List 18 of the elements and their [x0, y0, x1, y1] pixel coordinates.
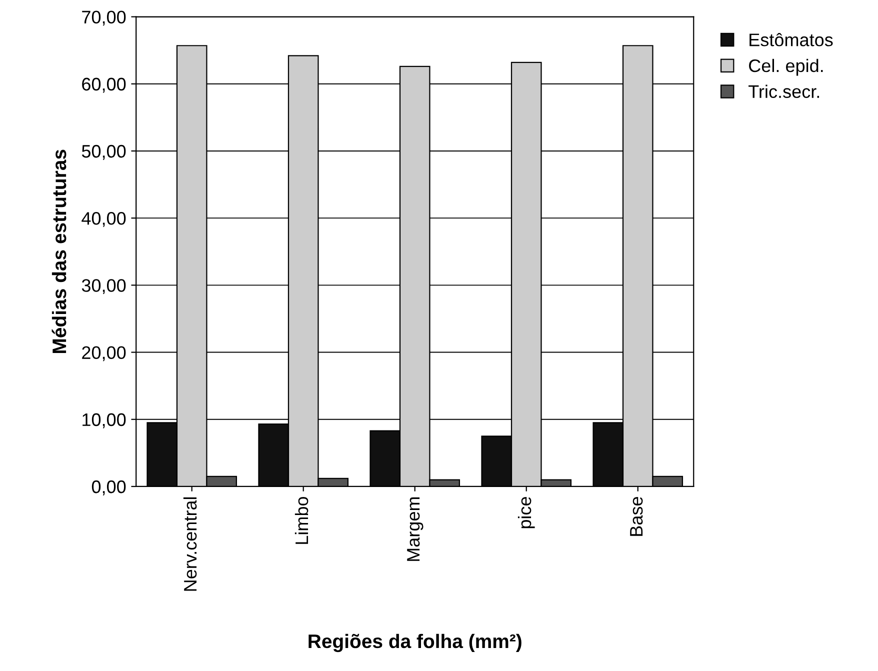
y-tick-label: 0,00	[92, 480, 126, 496]
x-tick-label: Margem	[407, 497, 424, 561]
legend-label: Tric.secr.	[748, 84, 820, 98]
y-tick-label: 10,00	[82, 413, 126, 428]
y-axis-title: Médias das estruturas	[52, 150, 66, 353]
legend-label: Estômatos	[750, 32, 833, 46]
legend-label: Cel. epid.	[749, 58, 823, 76]
x-tick-label: Limbo	[294, 496, 308, 544]
y-tick-label: 50,00	[82, 144, 126, 160]
y-tick-label: 40,00	[82, 212, 126, 227]
x-axis-title: Regiões da folha (mm²)	[308, 634, 522, 652]
y-tick-label: 20,00	[82, 346, 126, 362]
x-tick-label: pice	[518, 497, 535, 528]
x-tick-label: Base	[630, 497, 643, 536]
x-tick-label: Nerv.central	[183, 497, 197, 591]
y-tick-label: 60,00	[82, 78, 126, 93]
y-tick-label: 70,00	[82, 10, 126, 26]
y-tick-label: 30,00	[82, 279, 126, 294]
